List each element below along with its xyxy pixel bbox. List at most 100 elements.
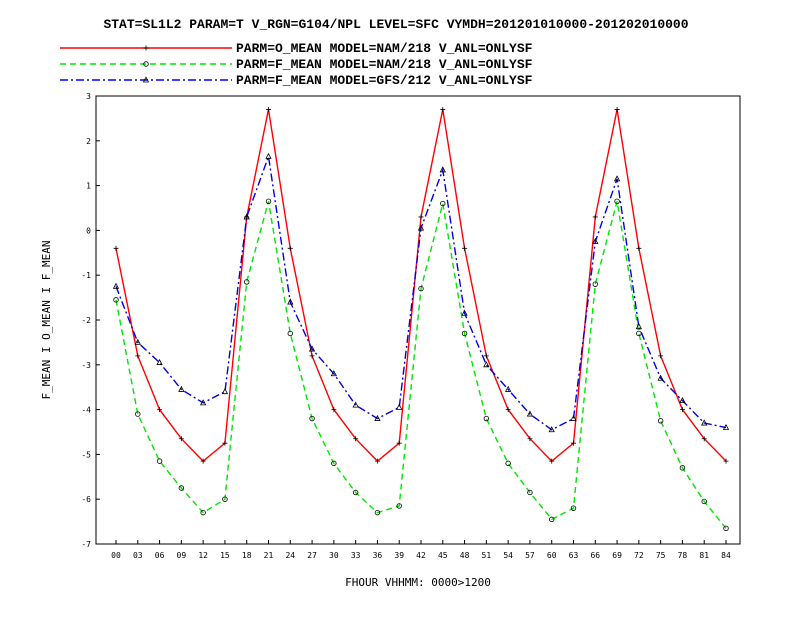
data-point	[244, 279, 250, 285]
series	[113, 106, 729, 464]
x-tick-label: 66	[590, 551, 600, 560]
x-tick-label: 81	[699, 551, 709, 560]
data-point	[143, 61, 149, 67]
y-tick-label: -2	[81, 316, 91, 325]
data-point	[636, 245, 642, 251]
data-point	[200, 509, 206, 516]
data-point	[222, 496, 228, 502]
data-point	[199, 399, 207, 406]
data-point	[374, 414, 381, 421]
data-point	[461, 309, 468, 316]
x-tick-label: 78	[678, 551, 688, 560]
series-layer	[112, 106, 730, 532]
data-point	[418, 285, 424, 292]
data-point	[461, 330, 468, 337]
data-point	[613, 175, 621, 182]
data-point	[658, 353, 664, 359]
x-axis-label: FHOUR VHHMM: 0000>1200	[345, 576, 491, 589]
data-point	[374, 458, 380, 464]
data-point	[352, 401, 359, 408]
data-point	[221, 388, 229, 395]
data-point	[142, 76, 150, 83]
x-tick-label: 60	[547, 551, 557, 560]
y-tick-label: -5	[81, 450, 91, 459]
data-point	[440, 200, 446, 207]
data-point	[701, 436, 707, 442]
data-point	[440, 106, 446, 112]
y-tick-label: -7	[81, 540, 91, 549]
data-point	[549, 458, 555, 464]
data-point	[483, 361, 490, 368]
data-point	[483, 415, 490, 422]
data-point	[396, 440, 402, 446]
x-tick-label: 84	[721, 551, 731, 560]
legend-item: PARM=O_MEAN MODEL=NAM/218 V_ANL=ONLYSF	[60, 41, 533, 56]
data-point	[527, 489, 533, 496]
data-point	[570, 414, 577, 421]
y-tick-label: 3	[86, 92, 91, 101]
data-point	[374, 509, 381, 516]
data-point	[701, 419, 708, 426]
data-point	[505, 407, 511, 413]
legend-item: PARM=F_MEAN MODEL=GFS/212 V_ANL=ONLYSF	[60, 73, 533, 88]
data-point	[112, 282, 120, 289]
data-point	[527, 436, 533, 442]
data-point	[483, 353, 489, 359]
data-point	[265, 198, 272, 204]
data-point	[265, 152, 272, 159]
data-point	[330, 370, 338, 377]
data-point	[287, 330, 293, 337]
data-point	[657, 418, 664, 424]
x-tick-label: 75	[656, 551, 666, 560]
y-axis: -7 -6 -5 -4 -3 -2 -1 0 1 2 3	[81, 92, 100, 549]
data-point	[439, 166, 446, 173]
x-tick-label: 57	[525, 551, 535, 560]
x-tick-label: 24	[285, 551, 295, 560]
y-tick-label: -4	[81, 406, 91, 415]
x-tick-label: 72	[634, 551, 644, 560]
data-point	[143, 45, 149, 51]
x-tick-label: 06	[155, 551, 165, 560]
series-line	[115, 201, 727, 529]
data-point	[701, 498, 707, 505]
x-tick-label: 18	[242, 551, 252, 560]
legend: PARM=O_MEAN MODEL=NAM/218 V_ANL=ONLYSFPA…	[60, 41, 533, 88]
x-tick-label: 69	[612, 551, 622, 560]
data-point	[417, 224, 425, 231]
data-point	[222, 440, 228, 446]
series	[113, 198, 729, 532]
data-point	[266, 106, 271, 112]
legend-item: PARM=F_MEAN MODEL=NAM/218 V_ANL=ONLYSF	[60, 57, 533, 72]
data-point	[592, 281, 598, 287]
x-tick-label: 33	[351, 551, 361, 560]
series-line	[115, 109, 727, 463]
data-point	[722, 423, 730, 430]
data-point	[178, 436, 184, 442]
data-point	[135, 353, 141, 359]
y-tick-label: -1	[81, 271, 91, 280]
data-point	[309, 415, 315, 422]
x-tick-label: 42	[416, 551, 426, 560]
x-tick-label: 27	[307, 551, 317, 560]
data-point	[526, 410, 534, 417]
legend-label: PARM=F_MEAN MODEL=GFS/212 V_ANL=ONLYSF	[236, 73, 533, 88]
x-tick-label: 12	[198, 551, 208, 560]
x-tick-label: 39	[394, 551, 404, 560]
data-point	[723, 525, 729, 532]
chart-title: STAT=SL1L2 PARAM=T V_RGN=G104/NPL LEVEL=…	[103, 17, 688, 32]
x-tick-label: 54	[503, 551, 513, 560]
x-tick-label: 45	[438, 551, 448, 560]
data-point	[679, 407, 685, 413]
y-axis-label: F_MEAN I O_MEAN I F_MEAN	[40, 241, 53, 400]
y-tick-label: 1	[86, 182, 91, 191]
x-tick-label: 63	[569, 551, 579, 560]
x-tick-label: 51	[482, 551, 492, 560]
data-point	[396, 403, 403, 410]
data-point	[592, 214, 598, 220]
data-point	[418, 214, 424, 220]
x-tick-label: 09	[177, 551, 187, 560]
data-point	[135, 411, 141, 417]
x-axis: 00 03 06 09 12 15 18 21 24 27 30 33 36 39 42 45 48 51 54 57…	[111, 540, 731, 560]
